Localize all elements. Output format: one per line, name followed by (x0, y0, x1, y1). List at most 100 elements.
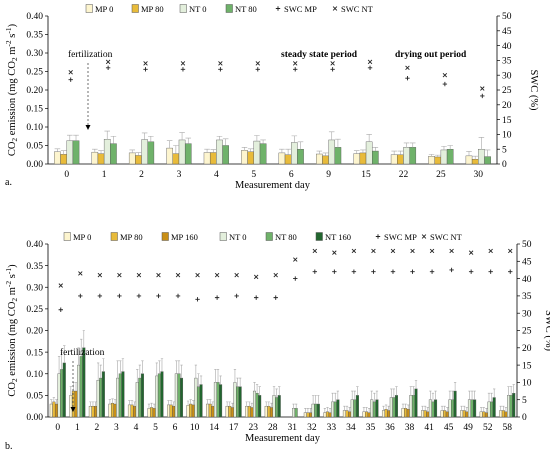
y-axis-label-part: ) (7, 23, 18, 27)
error-bar (204, 148, 210, 153)
bar (66, 140, 74, 165)
bar (331, 401, 335, 418)
y-axis-label-part: 2 (10, 138, 19, 142)
bar (211, 405, 215, 418)
bar (245, 405, 249, 418)
x-axis-label: Measurement day (235, 180, 311, 191)
bar (60, 369, 64, 418)
bar (384, 409, 388, 418)
error-bar (434, 154, 441, 157)
swc-mp-point (234, 293, 239, 299)
error-bar (166, 140, 173, 149)
bar (306, 412, 310, 418)
error-bar (326, 407, 329, 412)
bar (394, 395, 398, 418)
error-bar (448, 390, 452, 400)
bar (101, 371, 105, 418)
y-axis-label-part: -2 (4, 40, 13, 46)
legend-label: NT 160 (325, 232, 351, 242)
x-tick-label: 22 (399, 170, 409, 180)
legend-swatch (315, 232, 323, 241)
legend-swatch (179, 4, 187, 13)
error-bar (490, 392, 493, 402)
y-tick-label: 0.35 (26, 262, 43, 272)
error-bar (397, 150, 404, 155)
bar (236, 386, 240, 418)
bar (96, 380, 100, 418)
error-bar (499, 405, 502, 411)
x-tick-label: 10 (190, 423, 200, 433)
legend-label: MP 0 (73, 232, 91, 242)
swc-mp-point (508, 269, 513, 274)
error-bar (414, 379, 418, 389)
legend-swatch (131, 4, 139, 13)
error-bar (441, 145, 447, 150)
panel-a: 0.000.050.100.150.200.250.300.350.400510… (4, 4, 539, 191)
swc-nt-point (508, 248, 513, 254)
y-tick-label: 0.15 (26, 348, 43, 358)
x-tick-label: 35 (366, 423, 376, 433)
bar (167, 404, 171, 418)
x-tick-label: 9 (326, 170, 331, 180)
error-bar (426, 407, 429, 412)
y-axis-label-part: 2 (10, 378, 19, 382)
error-bar (80, 338, 83, 357)
bar (135, 382, 139, 418)
x-tick-label: 0 (64, 170, 69, 180)
error-bar (512, 384, 515, 394)
bar (54, 151, 61, 165)
error-bar (366, 134, 372, 142)
y-tick-label: 0.10 (26, 123, 43, 133)
x-tick-label: 6 (173, 423, 178, 433)
swc-nt-point (97, 272, 103, 278)
x-tick-label: 41 (424, 423, 434, 433)
error-bar (322, 152, 329, 156)
y-tick-label: 0.20 (26, 86, 43, 96)
bar (314, 403, 318, 418)
bar (194, 377, 198, 418)
bar (323, 412, 327, 418)
y-axis-label-part: s (7, 34, 18, 41)
bar (490, 401, 494, 418)
error-bar (343, 405, 346, 411)
swc-mp-point (136, 293, 142, 299)
legend-swatch (265, 232, 273, 241)
x-tick-label: 28 (268, 423, 278, 433)
error-bar (135, 152, 142, 156)
y2-tick-label: 25 (502, 86, 512, 96)
legend-label: NT 80 (235, 4, 257, 14)
bar (49, 403, 53, 418)
swc-nt-point (175, 272, 181, 278)
bar (375, 399, 379, 418)
swc-nt-point (156, 272, 161, 278)
error-bar (353, 390, 356, 400)
y2-tick-label: 35 (502, 57, 512, 67)
bar (504, 411, 508, 418)
error-bar (130, 400, 134, 405)
swc-nt-point (488, 248, 493, 254)
bar (255, 393, 259, 418)
y2-tick-label: 20 (522, 344, 532, 354)
bar (333, 401, 337, 418)
bar (362, 411, 366, 418)
bar (91, 405, 95, 418)
x-tick-label: 36 (385, 423, 395, 433)
bar (216, 382, 220, 418)
y-axis-label-part: CO (7, 141, 18, 156)
error-bar (453, 382, 457, 392)
y-tick-label: 0.40 (26, 12, 43, 22)
error-bar (172, 401, 175, 407)
bar (446, 148, 454, 165)
y-axis-label-part: ) (7, 264, 18, 268)
annotation-fertilization: fertilization (68, 49, 113, 60)
bar (397, 154, 404, 165)
bar (267, 405, 271, 418)
bar (258, 395, 262, 418)
error-bar (91, 401, 95, 407)
x-tick-label: 58 (502, 423, 512, 433)
swc-mp-point (367, 65, 373, 70)
swc-nt-point (292, 61, 298, 66)
bar (465, 155, 473, 165)
error-bar (403, 142, 410, 148)
bar (423, 410, 427, 418)
